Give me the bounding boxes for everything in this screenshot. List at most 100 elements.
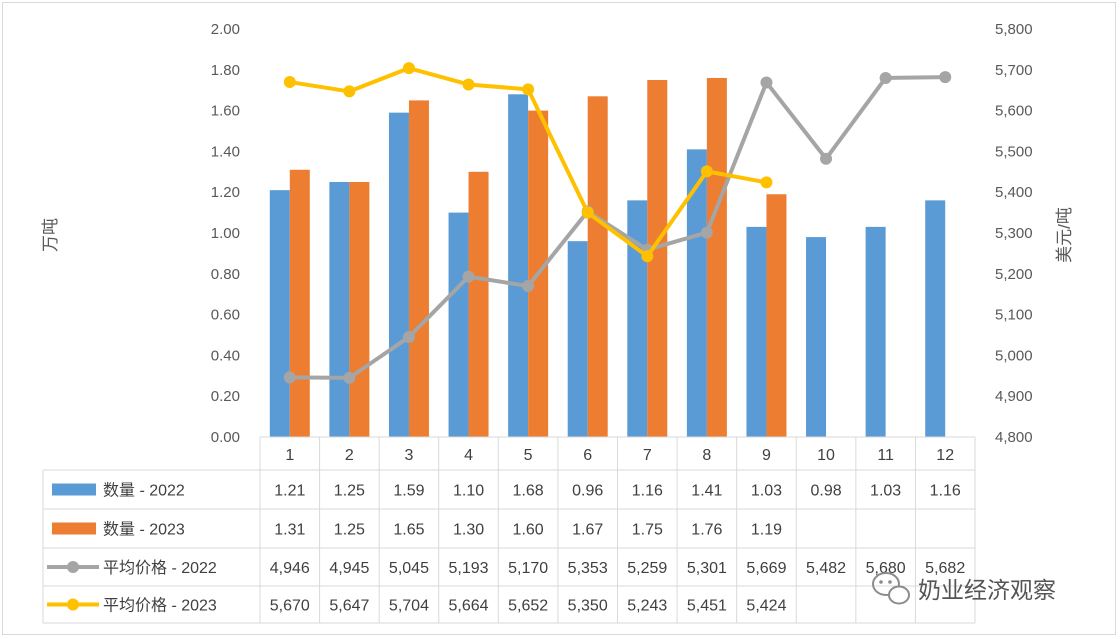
bar-2022 (865, 226, 886, 437)
y-tick-label: 0.60 (211, 307, 240, 324)
y-tick-label: 1.00 (211, 225, 240, 242)
line-point (641, 250, 654, 263)
y-tick-label: 1.60 (211, 103, 240, 120)
legend-label: 数量 - 2022 (103, 482, 185, 500)
table-cell: 1.25 (334, 483, 365, 500)
table-cell: 5,193 (449, 560, 489, 577)
legend-key (52, 483, 96, 496)
table-cell: 5,680 (866, 560, 906, 577)
table-cell: 1.10 (453, 483, 484, 500)
bar-2022 (746, 226, 767, 437)
table-cell: 1.59 (393, 483, 424, 500)
table-cell: 5,670 (270, 598, 310, 615)
line-point (760, 76, 773, 89)
table-cell: 1.76 (691, 522, 722, 539)
legend-marker (67, 561, 79, 573)
line-point (402, 331, 415, 344)
y2-tick-label: 5,400 (995, 184, 1033, 201)
lines-layer (283, 62, 952, 384)
bar-2022 (806, 237, 827, 437)
bar-2023 (647, 80, 668, 437)
line-point (402, 62, 415, 75)
table-cell: 4,946 (270, 560, 310, 577)
bars-layer (269, 77, 946, 438)
table-cell: 5,045 (389, 560, 429, 577)
line-point (522, 83, 535, 96)
y-tick-label: 1.20 (211, 184, 240, 201)
line-point (939, 71, 952, 84)
y2-tick-label: 5,800 (995, 21, 1033, 38)
legend-label: 平均价格 - 2022 (103, 559, 217, 577)
category-label: 2 (345, 447, 354, 464)
table-cell: 5,647 (329, 598, 369, 615)
table-cell: 5,301 (687, 560, 727, 577)
table-cell: 1.03 (751, 483, 782, 500)
table-cell: 5,451 (687, 598, 727, 615)
table-cell: 1.60 (513, 522, 544, 539)
line-point (581, 206, 594, 219)
y2-tick-label: 5,000 (995, 347, 1033, 364)
table-cell: 1.19 (751, 522, 782, 539)
line-point (522, 280, 535, 293)
y2-tick-label: 5,200 (995, 266, 1033, 283)
left-axis: 0.00 0.20 0.40 0.60 0.80 1.00 1.20 1.40 1.60 1.80… (211, 21, 240, 446)
table-cell: 1.25 (334, 522, 365, 539)
table-cell: 1.68 (513, 483, 544, 500)
line-point (283, 371, 296, 384)
table-cell: 5,664 (449, 598, 489, 615)
table-cell: 0.96 (572, 483, 603, 500)
category-label: 6 (583, 447, 592, 464)
y2-tick-label: 5,700 (995, 62, 1033, 79)
right-axis: 4,800 4,900 5,000 5,100 5,200 5,300 5,400 5,500… (995, 21, 1033, 446)
bar-2022 (627, 200, 648, 437)
table-cell: 4,945 (329, 560, 369, 577)
category-label: 5 (524, 447, 533, 464)
table-cell: 5,259 (627, 560, 667, 577)
table-cell: 1.16 (632, 483, 663, 500)
bar-2022 (567, 241, 588, 437)
legend-marker (67, 598, 79, 611)
category-label: 12 (936, 447, 954, 464)
bar-2022 (925, 200, 946, 437)
y2-tick-label: 5,600 (995, 103, 1033, 120)
line-point (462, 78, 475, 91)
watermark-text: 奶业经济观察 (918, 577, 1056, 603)
bar-2023 (587, 96, 608, 437)
bar-2023 (706, 77, 727, 438)
category-label: 3 (405, 447, 414, 464)
bar-2022 (508, 94, 529, 437)
line-point (700, 226, 713, 239)
line-point (879, 71, 892, 84)
table-cell: 5,350 (568, 598, 608, 615)
legend-label: 平均价格 - 2023 (103, 597, 217, 615)
y2-axis-title: 美元/吨 (1055, 207, 1074, 263)
table-cell: 0.98 (810, 483, 841, 500)
category-label: 11 (877, 447, 894, 464)
y-tick-label: 0.00 (211, 429, 240, 446)
legend-label: 数量 - 2023 (103, 521, 185, 539)
bar-2023 (468, 171, 489, 438)
bar-2022 (448, 212, 469, 437)
table-cell: 1.41 (691, 483, 722, 500)
bar-2023 (766, 194, 787, 437)
category-label: 4 (464, 447, 473, 464)
y2-tick-label: 4,800 (995, 429, 1033, 446)
y-tick-label: 0.20 (211, 388, 240, 405)
line-point (343, 85, 356, 98)
table-cell: 1.65 (393, 522, 424, 539)
bar-2022 (269, 190, 290, 437)
category-label: 9 (762, 447, 771, 464)
line-point (343, 371, 356, 384)
y-tick-label: 0.40 (211, 347, 240, 364)
table-cell: 5,682 (925, 560, 965, 577)
wechat-icon (872, 572, 910, 605)
y2-tick-label: 4,900 (995, 388, 1033, 405)
y-tick-label: 1.40 (211, 143, 240, 160)
table-cell: 1.30 (453, 522, 484, 539)
category-label: 7 (643, 447, 652, 464)
bar-2023 (289, 169, 310, 437)
table-cell: 1.75 (632, 522, 663, 539)
line-point (820, 152, 833, 165)
table-cell: 1.21 (274, 483, 305, 500)
